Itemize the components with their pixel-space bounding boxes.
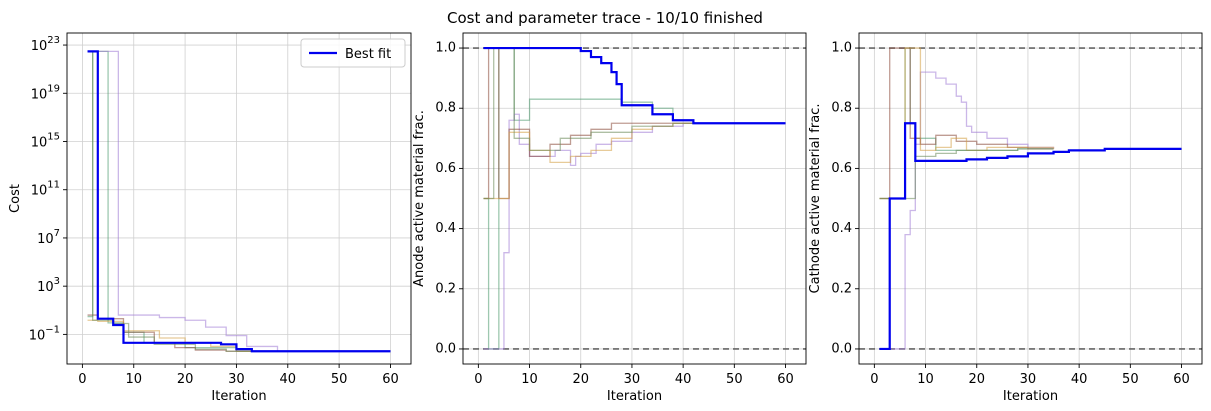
x-tick-label: 50 — [1122, 372, 1139, 387]
legend-label: Best fit — [345, 47, 391, 62]
y-axis-label: Anode active material frac. — [412, 110, 427, 287]
x-tick-label: 50 — [331, 372, 348, 387]
trace-line — [483, 47, 695, 350]
trace-line — [879, 47, 1055, 200]
best-fit-line — [879, 122, 1182, 351]
anode-plot: 0 10 20 30 40 50 60 0.0 0.2 0.4 0.6 0.8 1.0 Iteration… — [412, 32, 807, 404]
y-tick-label: 103 — [37, 276, 60, 295]
x-tick-label: 20 — [968, 372, 985, 387]
x-tick-label: 10 — [521, 372, 538, 387]
x-tick-label: 40 — [675, 372, 692, 387]
legend-box — [300, 38, 406, 68]
cathode-plot: 0 10 20 30 40 50 60 0.0 0.2 0.4 0.6 0.8 1.0 Iteration… — [808, 32, 1203, 404]
figure-title: Cost and parameter trace - 10/10 finishe… — [447, 9, 763, 27]
y-axis-label: Cost — [8, 184, 23, 213]
x-tick-label: 40 — [1071, 372, 1088, 387]
trace-line — [87, 50, 391, 352]
y-tick-label: 0.8 — [831, 101, 852, 116]
axes-frame — [462, 32, 807, 365]
y-tick-label: 107 — [37, 228, 60, 247]
best-fit-line — [483, 46, 786, 125]
trace-line — [87, 314, 391, 352]
y-tick-label: 1015 — [31, 132, 60, 151]
y-tick-label: 0.6 — [435, 161, 456, 176]
y-tick-label: 0.0 — [435, 341, 456, 356]
x-tick-label: 40 — [280, 372, 297, 387]
best-fit-line — [87, 50, 391, 353]
x-axis-label: Iteration — [607, 389, 662, 404]
x-tick-label: 30 — [228, 372, 245, 387]
y-tick-label: 0.2 — [435, 281, 456, 296]
cost-plot: 0 10 20 30 40 50 60 10−1 103 107 1011 1015 1019 1023 I… — [8, 32, 412, 404]
x-tick-label: 60 — [1173, 372, 1190, 387]
y-tick-label: 10−1 — [29, 324, 60, 343]
trace-line — [87, 50, 391, 352]
x-tick-label: 10 — [917, 372, 934, 387]
trace-line — [87, 50, 391, 352]
y-tick-label: 0.0 — [831, 341, 852, 356]
axes-frame — [858, 32, 1203, 365]
y-tick-label: 1023 — [31, 35, 60, 54]
y-tick-label: 1.0 — [831, 41, 852, 56]
plot-area — [859, 47, 1202, 351]
y-tick-label: 1011 — [31, 180, 60, 199]
trace-line — [879, 71, 1055, 350]
x-tick-label: 20 — [572, 372, 589, 387]
x-tick-label: 60 — [777, 372, 794, 387]
plot-area — [463, 46, 806, 350]
x-tick-label: 0 — [474, 372, 482, 387]
y-axis-label: Cathode active material frac. — [808, 104, 823, 294]
y-tick-label: 0.8 — [435, 101, 456, 116]
x-tick-label: 30 — [624, 372, 641, 387]
x-tick-label: 20 — [177, 372, 194, 387]
y-tick-label: 1.0 — [435, 41, 456, 56]
x-tick-label: 10 — [125, 372, 142, 387]
plot-area — [87, 50, 391, 353]
x-tick-label: 60 — [382, 372, 399, 387]
y-tick-label: 0.4 — [831, 221, 852, 236]
trace-line — [483, 47, 694, 200]
axes-frame — [66, 32, 412, 365]
x-tick-label: 50 — [726, 372, 743, 387]
y-tick-label: 1019 — [31, 83, 60, 102]
x-axis-label: Iteration — [211, 389, 266, 404]
trace-line — [483, 113, 694, 350]
x-tick-label: 0 — [870, 372, 878, 387]
trace-line — [879, 148, 1054, 200]
x-tick-label: 0 — [78, 372, 86, 387]
y-tick-label: 0.2 — [831, 281, 852, 296]
x-tick-label: 30 — [1020, 372, 1037, 387]
legend: Best fit — [300, 38, 406, 68]
trace-line — [483, 122, 694, 200]
trace-line — [87, 319, 391, 352]
y-tick-label: 0.4 — [435, 221, 456, 236]
y-tick-label: 0.6 — [831, 161, 852, 176]
x-axis-label: Iteration — [1003, 389, 1058, 404]
